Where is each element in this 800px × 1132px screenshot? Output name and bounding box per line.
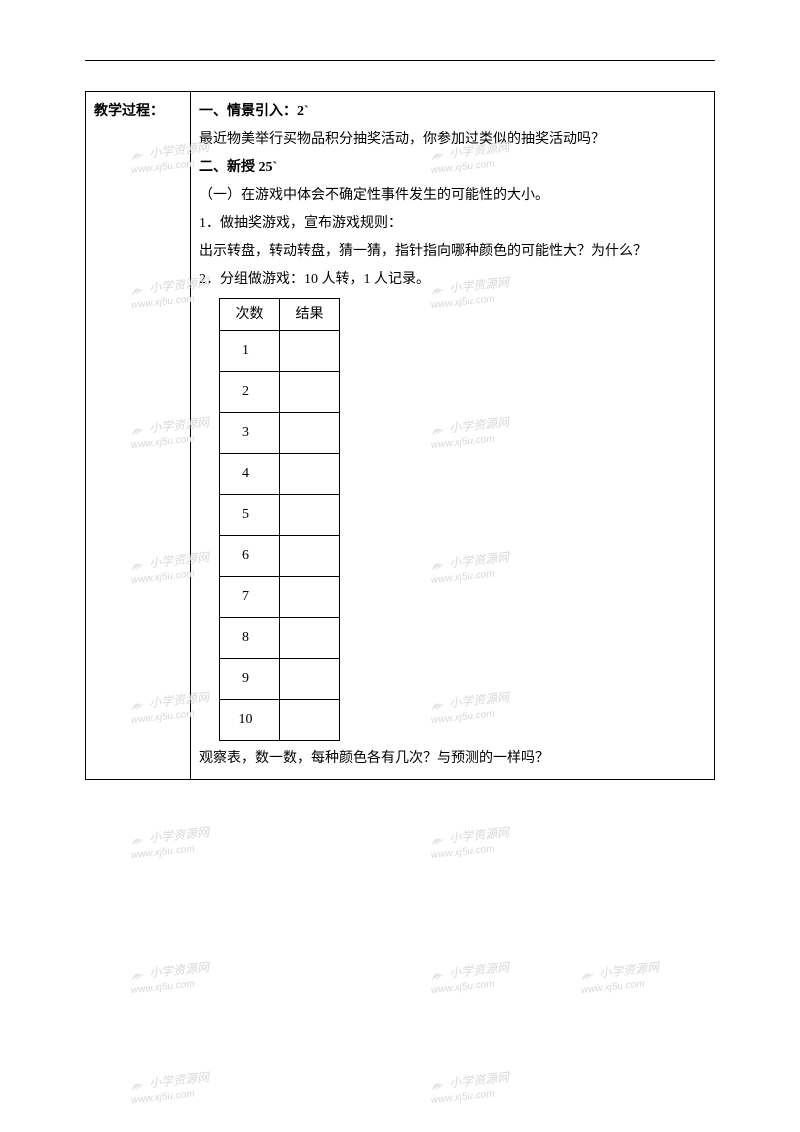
record-table-body: 12345678910 xyxy=(220,331,340,741)
row-result xyxy=(280,536,340,577)
table-row: 1 xyxy=(220,331,340,372)
row-result xyxy=(280,413,340,454)
watermark-icon: 小学资源网www.xj5u.com xyxy=(579,961,661,996)
row-result xyxy=(280,659,340,700)
table-row: 6 xyxy=(220,536,340,577)
section2-line2: 1．做抽奖游戏，宣布游戏规则： xyxy=(199,210,706,238)
table-row: 5 xyxy=(220,495,340,536)
row-result xyxy=(280,331,340,372)
section2-line5: 观察表，数一数，每种颜色各有几次？与预测的一样吗？ xyxy=(199,745,706,773)
watermark-icon: 小学资源网www.xj5u.com xyxy=(129,826,211,861)
section2-line3: 出示转盘，转动转盘，猜一猜，指针指向哪种颜色的可能性大？为什么？ xyxy=(199,238,706,266)
content-cell: 一、情景引入：2` 最近物美举行买物品积分抽奖活动，你参加过类似的抽奖活动吗？ … xyxy=(191,92,715,780)
watermark-icon: 小学资源网www.xj5u.com xyxy=(429,961,511,996)
table-row: 9 xyxy=(220,659,340,700)
label-text: 教学过程： xyxy=(94,104,164,119)
row-result xyxy=(280,618,340,659)
row-result xyxy=(280,577,340,618)
watermark-icon: 小学资源网www.xj5u.com xyxy=(429,826,511,861)
record-header-count: 次数 xyxy=(220,299,280,331)
section2-line1: （一）在游戏中体会不确定性事件发生的可能性的大小。 xyxy=(199,182,706,210)
section1-title: 一、情景引入：2` xyxy=(199,98,706,126)
page-top-rule xyxy=(85,60,715,61)
watermark-icon: 小学资源网www.xj5u.com xyxy=(129,961,211,996)
row-result xyxy=(280,454,340,495)
row-number: 2 xyxy=(220,372,280,413)
row-result xyxy=(280,495,340,536)
watermark-icon: 小学资源网www.xj5u.com xyxy=(129,1071,211,1106)
row-number: 9 xyxy=(220,659,280,700)
table-row: 8 xyxy=(220,618,340,659)
table-row: 10 xyxy=(220,700,340,741)
table-row: 3 xyxy=(220,413,340,454)
row-number: 8 xyxy=(220,618,280,659)
record-header-result: 结果 xyxy=(280,299,340,331)
section1-line1: 最近物美举行买物品积分抽奖活动，你参加过类似的抽奖活动吗？ xyxy=(199,126,706,154)
row-number: 4 xyxy=(220,454,280,495)
table-row: 2 xyxy=(220,372,340,413)
table-row: 4 xyxy=(220,454,340,495)
row-number: 1 xyxy=(220,331,280,372)
row-number: 3 xyxy=(220,413,280,454)
section2-title: 二、新授 25` xyxy=(199,154,706,182)
table-row: 7 xyxy=(220,577,340,618)
row-number: 5 xyxy=(220,495,280,536)
row-result xyxy=(280,372,340,413)
label-teaching-process: 教学过程： xyxy=(86,92,191,780)
row-number: 6 xyxy=(220,536,280,577)
row-number: 10 xyxy=(220,700,280,741)
watermark-icon: 小学资源网www.xj5u.com xyxy=(429,1071,511,1106)
row-number: 7 xyxy=(220,577,280,618)
section2-line4: 2．分组做游戏：10 人转，1 人记录。 xyxy=(199,266,706,294)
row-result xyxy=(280,700,340,741)
record-table: 次数 结果 12345678910 xyxy=(219,298,340,741)
lesson-table: 教学过程： 一、情景引入：2` 最近物美举行买物品积分抽奖活动，你参加过类似的抽… xyxy=(85,91,715,780)
